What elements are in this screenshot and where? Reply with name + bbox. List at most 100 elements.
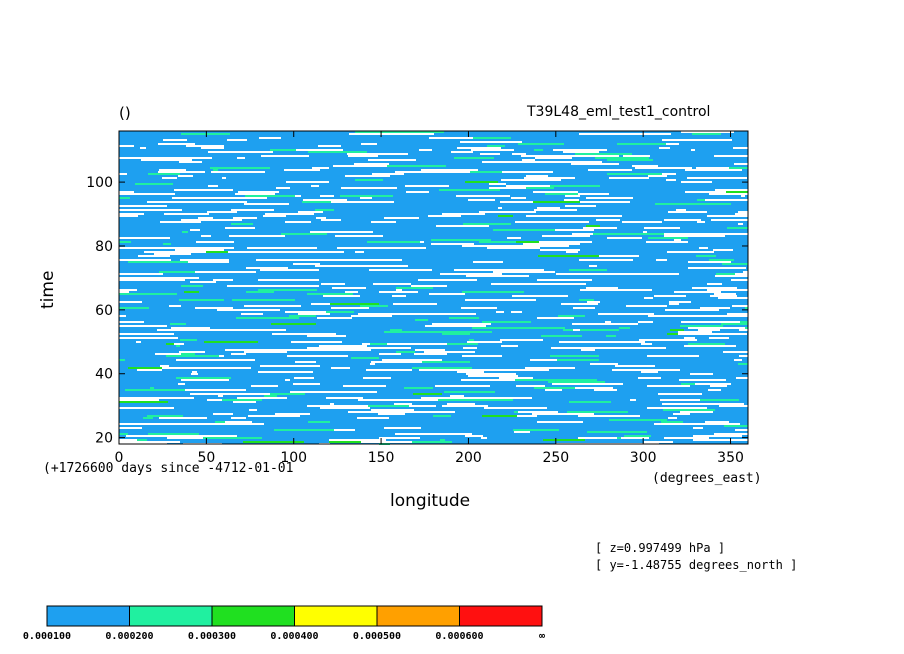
field-segment bbox=[219, 355, 224, 357]
field-segment bbox=[143, 417, 153, 419]
field-segment bbox=[345, 175, 390, 177]
info-z-level: [ z=0.997499 hPa ] bbox=[595, 541, 726, 555]
field-segment bbox=[514, 431, 530, 433]
field-segment bbox=[587, 341, 645, 343]
field-segment bbox=[290, 391, 309, 393]
field-segment bbox=[231, 353, 246, 355]
field-segment bbox=[511, 197, 526, 199]
field-segment bbox=[248, 415, 255, 417]
x-axis-label: longitude bbox=[390, 491, 471, 511]
field-segment bbox=[512, 245, 569, 247]
field-segment bbox=[563, 329, 573, 331]
field-segment bbox=[442, 213, 485, 215]
field-segment bbox=[181, 379, 229, 381]
field-segment bbox=[222, 399, 262, 401]
field-segment bbox=[331, 201, 394, 203]
field-segment bbox=[472, 327, 517, 329]
field-segment bbox=[713, 423, 740, 425]
field-segment bbox=[119, 433, 128, 435]
field-segment bbox=[265, 213, 314, 215]
x-tick-label: 250 bbox=[542, 450, 569, 466]
field-segment bbox=[491, 283, 526, 285]
colorbar-swatch bbox=[211, 605, 295, 627]
field-segment bbox=[575, 387, 613, 389]
field-segment bbox=[379, 291, 418, 293]
field-segment bbox=[482, 321, 531, 323]
field-segment bbox=[147, 415, 183, 417]
field-segment bbox=[635, 167, 692, 169]
field-segment bbox=[722, 263, 748, 265]
field-segment bbox=[295, 361, 316, 363]
field-segment bbox=[315, 265, 370, 267]
field-segment bbox=[329, 441, 361, 443]
field-segment bbox=[163, 243, 171, 245]
field-segment bbox=[588, 169, 632, 171]
field-segment bbox=[162, 367, 200, 369]
field-segment bbox=[502, 171, 549, 173]
field-segment bbox=[586, 287, 618, 289]
field-segment bbox=[735, 273, 748, 275]
field-segment bbox=[741, 195, 745, 197]
field-segment bbox=[194, 201, 247, 203]
field-segment bbox=[421, 169, 478, 171]
field-segment bbox=[157, 329, 190, 331]
field-segment bbox=[444, 391, 495, 393]
field-segment bbox=[232, 299, 295, 301]
field-segment bbox=[661, 421, 683, 423]
field-segment bbox=[148, 173, 180, 175]
field-segment bbox=[237, 157, 245, 159]
y-axis-label: time bbox=[38, 270, 58, 309]
field-segment bbox=[119, 333, 174, 335]
field-segment bbox=[552, 295, 568, 297]
field-segment bbox=[296, 149, 343, 151]
field-segment bbox=[229, 235, 285, 237]
field-segment bbox=[515, 379, 542, 381]
field-segment bbox=[523, 243, 580, 245]
field-segment bbox=[450, 395, 464, 397]
field-segment bbox=[330, 403, 334, 405]
field-segment bbox=[126, 191, 134, 193]
field-segment bbox=[119, 205, 167, 207]
field-segment bbox=[219, 211, 237, 213]
field-segment bbox=[745, 327, 748, 329]
y-tick-label: 60 bbox=[95, 303, 113, 319]
field-segment bbox=[207, 399, 222, 401]
field-segment bbox=[674, 291, 683, 293]
field-segment bbox=[512, 153, 526, 155]
field-segment bbox=[316, 217, 326, 219]
field-segment bbox=[578, 437, 617, 439]
field-segment bbox=[395, 171, 430, 173]
field-segment bbox=[379, 437, 420, 439]
field-segment bbox=[225, 227, 255, 229]
field-segment bbox=[575, 153, 632, 155]
field-segment bbox=[232, 359, 255, 361]
field-segment bbox=[667, 251, 714, 253]
field-segment bbox=[540, 249, 580, 251]
field-segment bbox=[641, 371, 658, 373]
field-segment bbox=[311, 185, 319, 187]
field-segment bbox=[320, 407, 370, 409]
field-segment bbox=[465, 299, 511, 301]
field-segment bbox=[307, 293, 353, 295]
field-segment bbox=[697, 221, 705, 223]
field-segment bbox=[271, 323, 316, 325]
field-segment bbox=[555, 229, 594, 231]
field-segment bbox=[524, 177, 575, 179]
field-segment bbox=[553, 149, 607, 151]
field-segment bbox=[173, 157, 212, 159]
field-segment bbox=[463, 347, 477, 349]
field-segment bbox=[293, 263, 320, 265]
field-segment bbox=[404, 387, 433, 389]
field-segment bbox=[710, 295, 737, 297]
field-segment bbox=[204, 341, 258, 343]
field-segment bbox=[255, 415, 300, 417]
field-segment bbox=[740, 321, 748, 323]
field-segment bbox=[307, 405, 362, 407]
field-segment bbox=[538, 255, 599, 257]
field-segment bbox=[344, 259, 402, 261]
field-segment bbox=[373, 283, 411, 285]
field-segment bbox=[644, 227, 680, 229]
field-segment bbox=[537, 421, 583, 423]
field-segment bbox=[412, 441, 452, 443]
field-segment bbox=[430, 171, 466, 173]
